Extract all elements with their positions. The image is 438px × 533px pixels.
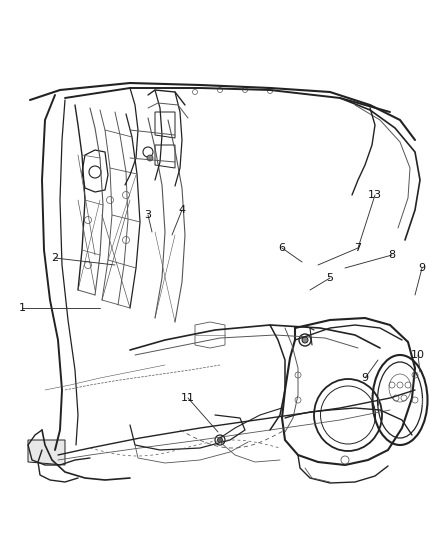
Text: 13: 13 — [368, 190, 382, 200]
Text: 7: 7 — [354, 243, 361, 253]
Circle shape — [302, 337, 308, 343]
Circle shape — [218, 438, 223, 442]
Text: 11: 11 — [181, 393, 195, 403]
Polygon shape — [28, 440, 65, 465]
Text: 6: 6 — [279, 243, 286, 253]
Text: 9: 9 — [361, 373, 368, 383]
Circle shape — [147, 155, 153, 161]
Text: 2: 2 — [51, 253, 59, 263]
Text: 8: 8 — [389, 250, 396, 260]
Text: 9: 9 — [418, 263, 426, 273]
Text: 1: 1 — [18, 303, 25, 313]
Text: 5: 5 — [326, 273, 333, 283]
Text: 3: 3 — [145, 210, 152, 220]
Text: 10: 10 — [411, 350, 425, 360]
Text: 4: 4 — [178, 205, 186, 215]
